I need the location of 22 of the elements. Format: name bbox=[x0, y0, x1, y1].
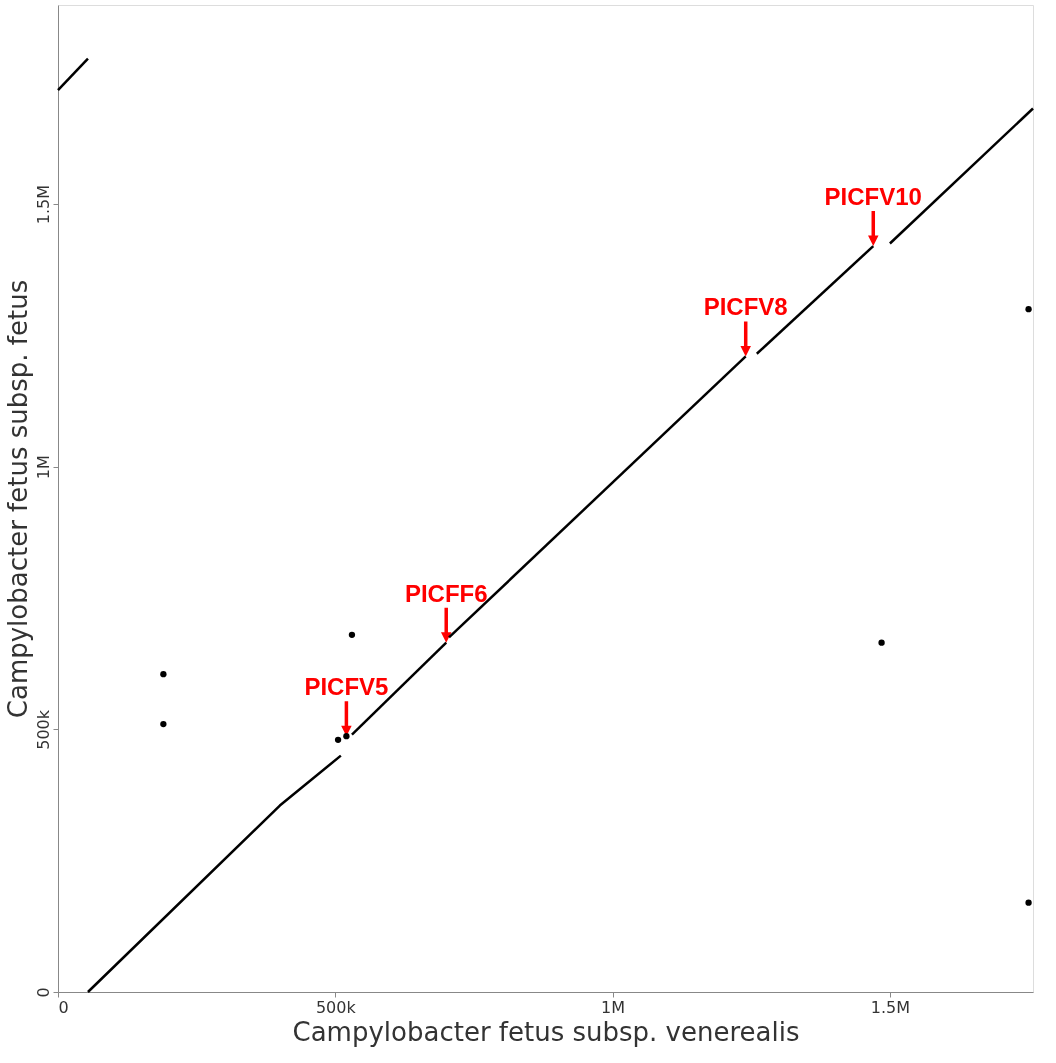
point bbox=[878, 639, 885, 646]
point bbox=[1025, 305, 1032, 313]
annotation: PICFF6 bbox=[404, 579, 488, 607]
point bbox=[343, 733, 350, 740]
point bbox=[1025, 899, 1032, 906]
annotation: PICFV8 bbox=[703, 293, 788, 321]
x-tick-label: 1M bbox=[601, 997, 626, 1017]
annotation: PICFV5 bbox=[304, 673, 389, 701]
point bbox=[160, 720, 167, 728]
annotation: PICFV10 bbox=[824, 183, 922, 211]
point bbox=[348, 631, 356, 638]
y-axis-title: Campylobacter fetus subsp. fetus bbox=[2, 279, 33, 719]
x-tick-label: 0 bbox=[58, 997, 69, 1017]
point bbox=[160, 671, 167, 678]
y-tick-label: 1M bbox=[33, 455, 53, 480]
y-tick-label: 1.5M bbox=[33, 184, 53, 225]
x-axis-title: Campylobacter fetus subsp. venerealis bbox=[292, 1016, 800, 1047]
x-tick-label: 1.5M bbox=[870, 997, 911, 1017]
x-tick-label: 500k bbox=[315, 997, 357, 1017]
point bbox=[334, 736, 342, 744]
y-tick-label: 0 bbox=[33, 987, 53, 998]
y-tick-label: 500k bbox=[33, 709, 53, 750]
